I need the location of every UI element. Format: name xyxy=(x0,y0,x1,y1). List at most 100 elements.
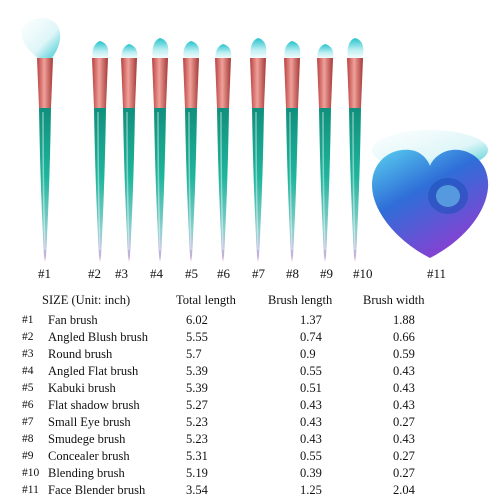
brush-handle xyxy=(39,108,51,262)
row-brush-length: 0.74 xyxy=(300,330,322,344)
brush-ferrule xyxy=(183,58,199,108)
brush-bristles xyxy=(215,44,232,60)
brush-bristles xyxy=(250,38,267,60)
brush-handle xyxy=(252,108,264,262)
brush-3 xyxy=(121,44,138,262)
row-number: #5 xyxy=(22,382,34,394)
row-brush-name: Round brush xyxy=(48,347,113,361)
row-brush-width: 1.88 xyxy=(393,313,415,327)
brush-label: #1 xyxy=(38,266,51,281)
brush-label: #11 xyxy=(427,266,447,281)
brush-handle xyxy=(154,108,166,262)
row-total-length: 5.31 xyxy=(186,449,208,463)
brush-label: #3 xyxy=(115,266,128,281)
brush-bristles xyxy=(284,41,301,60)
row-number: #2 xyxy=(22,331,34,343)
row-number: #1 xyxy=(22,314,34,326)
row-brush-name: Angled Blush brush xyxy=(48,330,148,344)
brush-handle xyxy=(185,108,197,262)
brush-1 xyxy=(21,18,61,262)
brush-handle xyxy=(217,108,229,262)
row-total-length: 5.55 xyxy=(186,330,208,344)
row-brush-width: 0.43 xyxy=(393,398,415,412)
row-brush-length: 0.51 xyxy=(300,381,322,395)
row-total-length: 5.7 xyxy=(186,347,202,361)
row-brush-width: 0.43 xyxy=(393,381,415,395)
table-row: #2 Angled Blush brush 5.55 0.74 0.66 xyxy=(0,329,500,346)
brush-ferrule xyxy=(317,58,333,108)
row-total-length: 5.23 xyxy=(186,432,208,446)
row-total-length: 5.27 xyxy=(186,398,208,412)
brush-ferrule xyxy=(37,58,53,108)
row-brush-length: 1.25 xyxy=(300,483,322,497)
row-number: #11 xyxy=(22,484,39,496)
row-brush-width: 0.43 xyxy=(393,432,415,446)
brush-bristles xyxy=(152,38,169,60)
brush-4 xyxy=(152,38,169,262)
brush-label: #7 xyxy=(252,266,265,281)
brush-ferrule xyxy=(215,58,231,108)
table-title: SIZE (Unit: inch) xyxy=(42,293,131,307)
brush-label: #2 xyxy=(88,266,101,281)
brush-handle xyxy=(123,108,135,262)
brush-2 xyxy=(92,41,109,262)
brush-bristles xyxy=(183,41,200,60)
table-row: #4 Angled Flat brush 5.39 0.55 0.43 xyxy=(0,363,500,380)
row-brush-width: 2.04 xyxy=(393,483,415,497)
row-brush-width: 0.27 xyxy=(393,415,415,429)
row-number: #3 xyxy=(22,348,34,360)
row-brush-name: Smudege brush xyxy=(48,432,126,446)
brush-bristles xyxy=(21,18,61,58)
brush-handle xyxy=(94,108,106,262)
brush-6 xyxy=(215,44,232,262)
brush-handle xyxy=(349,108,361,262)
brush-ferrule xyxy=(347,58,363,108)
row-number: #10 xyxy=(22,467,40,479)
row-number: #9 xyxy=(22,450,34,462)
brush-ferrule xyxy=(250,58,266,108)
brush-label: #4 xyxy=(150,266,163,281)
header-brush-width: Brush width xyxy=(363,293,425,307)
row-brush-width: 0.59 xyxy=(393,347,415,361)
brush-label: #10 xyxy=(353,266,373,281)
brush-10 xyxy=(347,38,364,262)
brush-bristles xyxy=(347,38,364,60)
row-brush-length: 0.43 xyxy=(300,415,322,429)
brush-row xyxy=(21,18,364,262)
brush-ferrule xyxy=(92,58,108,108)
row-brush-length: 0.43 xyxy=(300,432,322,446)
brush-ferrule xyxy=(284,58,300,108)
brush-7 xyxy=(250,38,267,262)
header-total-length: Total length xyxy=(176,293,236,307)
row-brush-width: 0.66 xyxy=(393,330,415,344)
row-number: #6 xyxy=(22,399,34,411)
row-brush-length: 1.37 xyxy=(300,313,322,327)
brush-9 xyxy=(317,44,334,262)
row-number: #4 xyxy=(22,365,34,377)
row-brush-name: Kabuki brush xyxy=(48,381,116,395)
table-row: #1 Fan brush 6.02 1.37 1.88 xyxy=(0,312,500,329)
brush-label: #8 xyxy=(286,266,299,281)
row-brush-width: 0.27 xyxy=(393,466,415,480)
row-brush-length: 0.9 xyxy=(300,347,316,361)
row-brush-name: Small Eye brush xyxy=(48,415,131,429)
brush-set-photo xyxy=(21,18,489,262)
row-brush-name: Blending brush xyxy=(48,466,125,480)
table-header: SIZE (Unit: inch) Total length Brush len… xyxy=(0,292,500,309)
brush-5 xyxy=(183,41,200,262)
row-total-length: 3.54 xyxy=(186,483,208,497)
table-row: #5 Kabuki brush 5.39 0.51 0.43 xyxy=(0,380,500,397)
row-brush-name: Flat shadow brush xyxy=(48,398,140,412)
row-brush-length: 0.43 xyxy=(300,398,322,412)
brush-ferrule xyxy=(152,58,168,108)
table-row: #7 Small Eye brush 5.23 0.43 0.27 xyxy=(0,414,500,431)
brush-bristles xyxy=(317,44,334,60)
row-total-length: 6.02 xyxy=(186,313,208,327)
row-total-length: 5.23 xyxy=(186,415,208,429)
brush-8 xyxy=(284,41,301,262)
table-row: #11 Face Blender brush 3.54 1.25 2.04 xyxy=(0,482,500,499)
brush-label: #9 xyxy=(320,266,333,281)
row-brush-name: Concealer brush xyxy=(48,449,130,463)
row-number: #7 xyxy=(22,416,34,428)
row-brush-length: 0.55 xyxy=(300,449,322,463)
